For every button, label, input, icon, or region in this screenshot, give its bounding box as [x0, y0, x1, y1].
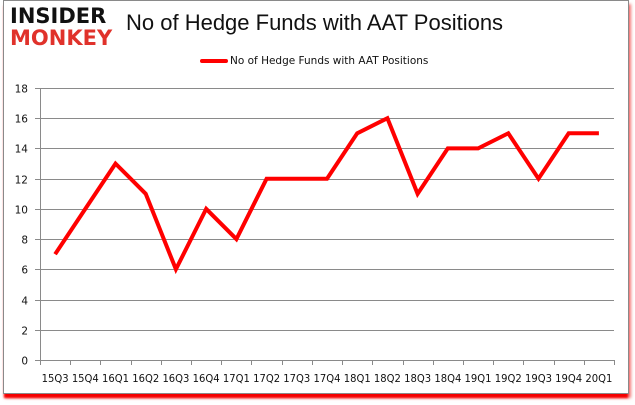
- x-tick-label: 17Q4: [314, 373, 341, 385]
- x-tick-label: 19Q4: [555, 373, 582, 385]
- chart-title: No of Hedge Funds with AAT Positions: [126, 10, 504, 35]
- y-tick-label: 8: [21, 235, 28, 247]
- y-tick-label: 16: [15, 114, 29, 126]
- y-tick-label: 6: [21, 265, 28, 277]
- y-tick-label: 2: [21, 326, 28, 338]
- y-tick-label: 10: [15, 205, 28, 217]
- chart-frame: [3, 0, 629, 394]
- y-tick-label: 0: [21, 356, 28, 368]
- x-tick-label: 18Q3: [404, 373, 431, 385]
- x-tick-label: 18Q1: [344, 373, 371, 385]
- x-tick-label: 18Q4: [434, 373, 461, 385]
- x-tick-label: 17Q3: [283, 373, 310, 385]
- chart-legend: No of Hedge Funds with AAT Positions: [200, 53, 428, 69]
- x-tick-label: 15Q4: [72, 373, 99, 385]
- x-tick-label: 15Q3: [42, 373, 69, 385]
- insider-monkey-logo: INSIDER MONKEY: [10, 6, 118, 50]
- y-tick-label: 12: [15, 175, 28, 187]
- x-tick-label: 19Q1: [465, 373, 492, 385]
- y-tick-label: 4: [21, 296, 28, 308]
- logo-line-monkey: MONKEY: [10, 26, 113, 50]
- x-tick-label: 16Q3: [162, 373, 189, 385]
- legend-line-swatch-icon: [200, 59, 228, 63]
- y-tick-label: 18: [15, 84, 28, 96]
- x-tick-label: 20Q1: [585, 373, 612, 385]
- x-axis: 15Q3 15Q4 16Q1 16Q2 16Q3 16Q4 17Q1 17Q2 17Q3 17Q4…: [40, 360, 615, 385]
- logo-line-insider: INSIDER: [10, 4, 107, 28]
- gridlines: [40, 88, 614, 331]
- x-tick-label: 16Q1: [102, 373, 129, 385]
- x-tick-label: 17Q1: [223, 373, 250, 385]
- x-tick-label: 16Q2: [132, 373, 159, 385]
- x-tick-label: 19Q3: [525, 373, 552, 385]
- x-tick-label: 16Q4: [193, 373, 220, 385]
- x-tick-label: 18Q2: [374, 373, 401, 385]
- y-tick-label: 14: [15, 144, 29, 156]
- x-tick-label: 17Q2: [253, 373, 280, 385]
- legend-label: No of Hedge Funds with AAT Positions: [230, 55, 429, 67]
- x-tick-label: 19Q2: [495, 373, 522, 385]
- series-line-hedge-funds: [53, 115, 599, 275]
- y-axis: 0 2 4 6 8 10 12 14 16 18: [15, 84, 41, 368]
